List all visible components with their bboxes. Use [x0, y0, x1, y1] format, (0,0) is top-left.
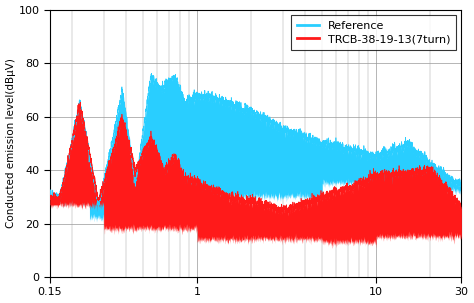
Legend: Reference, TRCB-38-19-13(7turn): Reference, TRCB-38-19-13(7turn) [291, 15, 456, 50]
Y-axis label: Conducted emission level(dBμV): Conducted emission level(dBμV) [6, 58, 16, 228]
